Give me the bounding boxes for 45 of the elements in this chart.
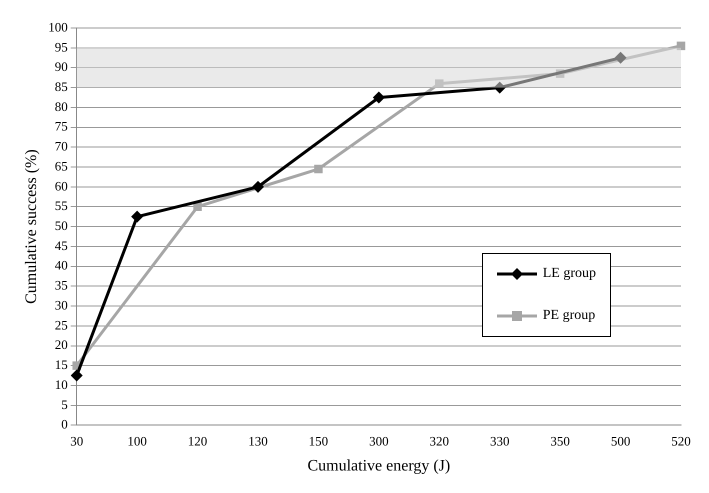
y-tick-label: 0 (61, 416, 68, 432)
y-tick-label: 80 (54, 98, 68, 114)
point (614, 52, 627, 64)
point (131, 210, 144, 223)
y-tick-label: 5 (61, 396, 68, 412)
x-tick-label: 500 (610, 433, 630, 448)
y-tick-label: 95 (54, 39, 68, 54)
y-tick-label: 75 (54, 118, 68, 134)
point (252, 180, 264, 193)
x-tick-label: 120 (188, 433, 208, 448)
y-tick-label: 30 (54, 297, 68, 312)
y-tick-label: 100 (48, 19, 68, 34)
y-tick-label: 25 (54, 317, 68, 332)
y-tick-label: 35 (54, 278, 68, 293)
y-tick-label: 10 (54, 376, 68, 392)
x-tick-label: 100 (127, 433, 147, 448)
y-tick-label: 40 (54, 258, 68, 273)
x-tick-label: 130 (248, 433, 268, 448)
x-tick-label: 150 (308, 433, 328, 448)
x-tick-label: 520 (671, 433, 691, 448)
y-tick-label: 60 (54, 178, 68, 194)
y-tick-label: 85 (54, 79, 68, 94)
point (676, 42, 686, 50)
x-axis-title: Cumulative energy (J) (307, 458, 450, 475)
point (435, 79, 444, 88)
y-tick-label: 45 (54, 238, 68, 253)
point (494, 82, 506, 94)
y-axis-title: Cumulative success (%) (22, 149, 40, 304)
point (193, 202, 202, 211)
point (70, 370, 83, 382)
legend-label: LE group (542, 266, 596, 282)
y-tick-label: 20 (54, 337, 68, 352)
x-tick-label: 350 (550, 433, 570, 448)
y-tick-label: 55 (54, 198, 68, 214)
point (372, 92, 385, 104)
y-tick-label: 90 (54, 59, 68, 74)
y-tick-label: 50 (54, 218, 68, 234)
point (314, 164, 323, 174)
y-tick-label: 70 (54, 138, 68, 154)
x-tick-label: 300 (369, 433, 389, 448)
legend-label: PE group (542, 308, 596, 324)
y-tick-label: 15 (54, 357, 68, 372)
x-tick-label: 330 (490, 433, 510, 448)
x-tick-label: 320 (430, 433, 450, 448)
y-tick-label: 65 (54, 158, 68, 174)
